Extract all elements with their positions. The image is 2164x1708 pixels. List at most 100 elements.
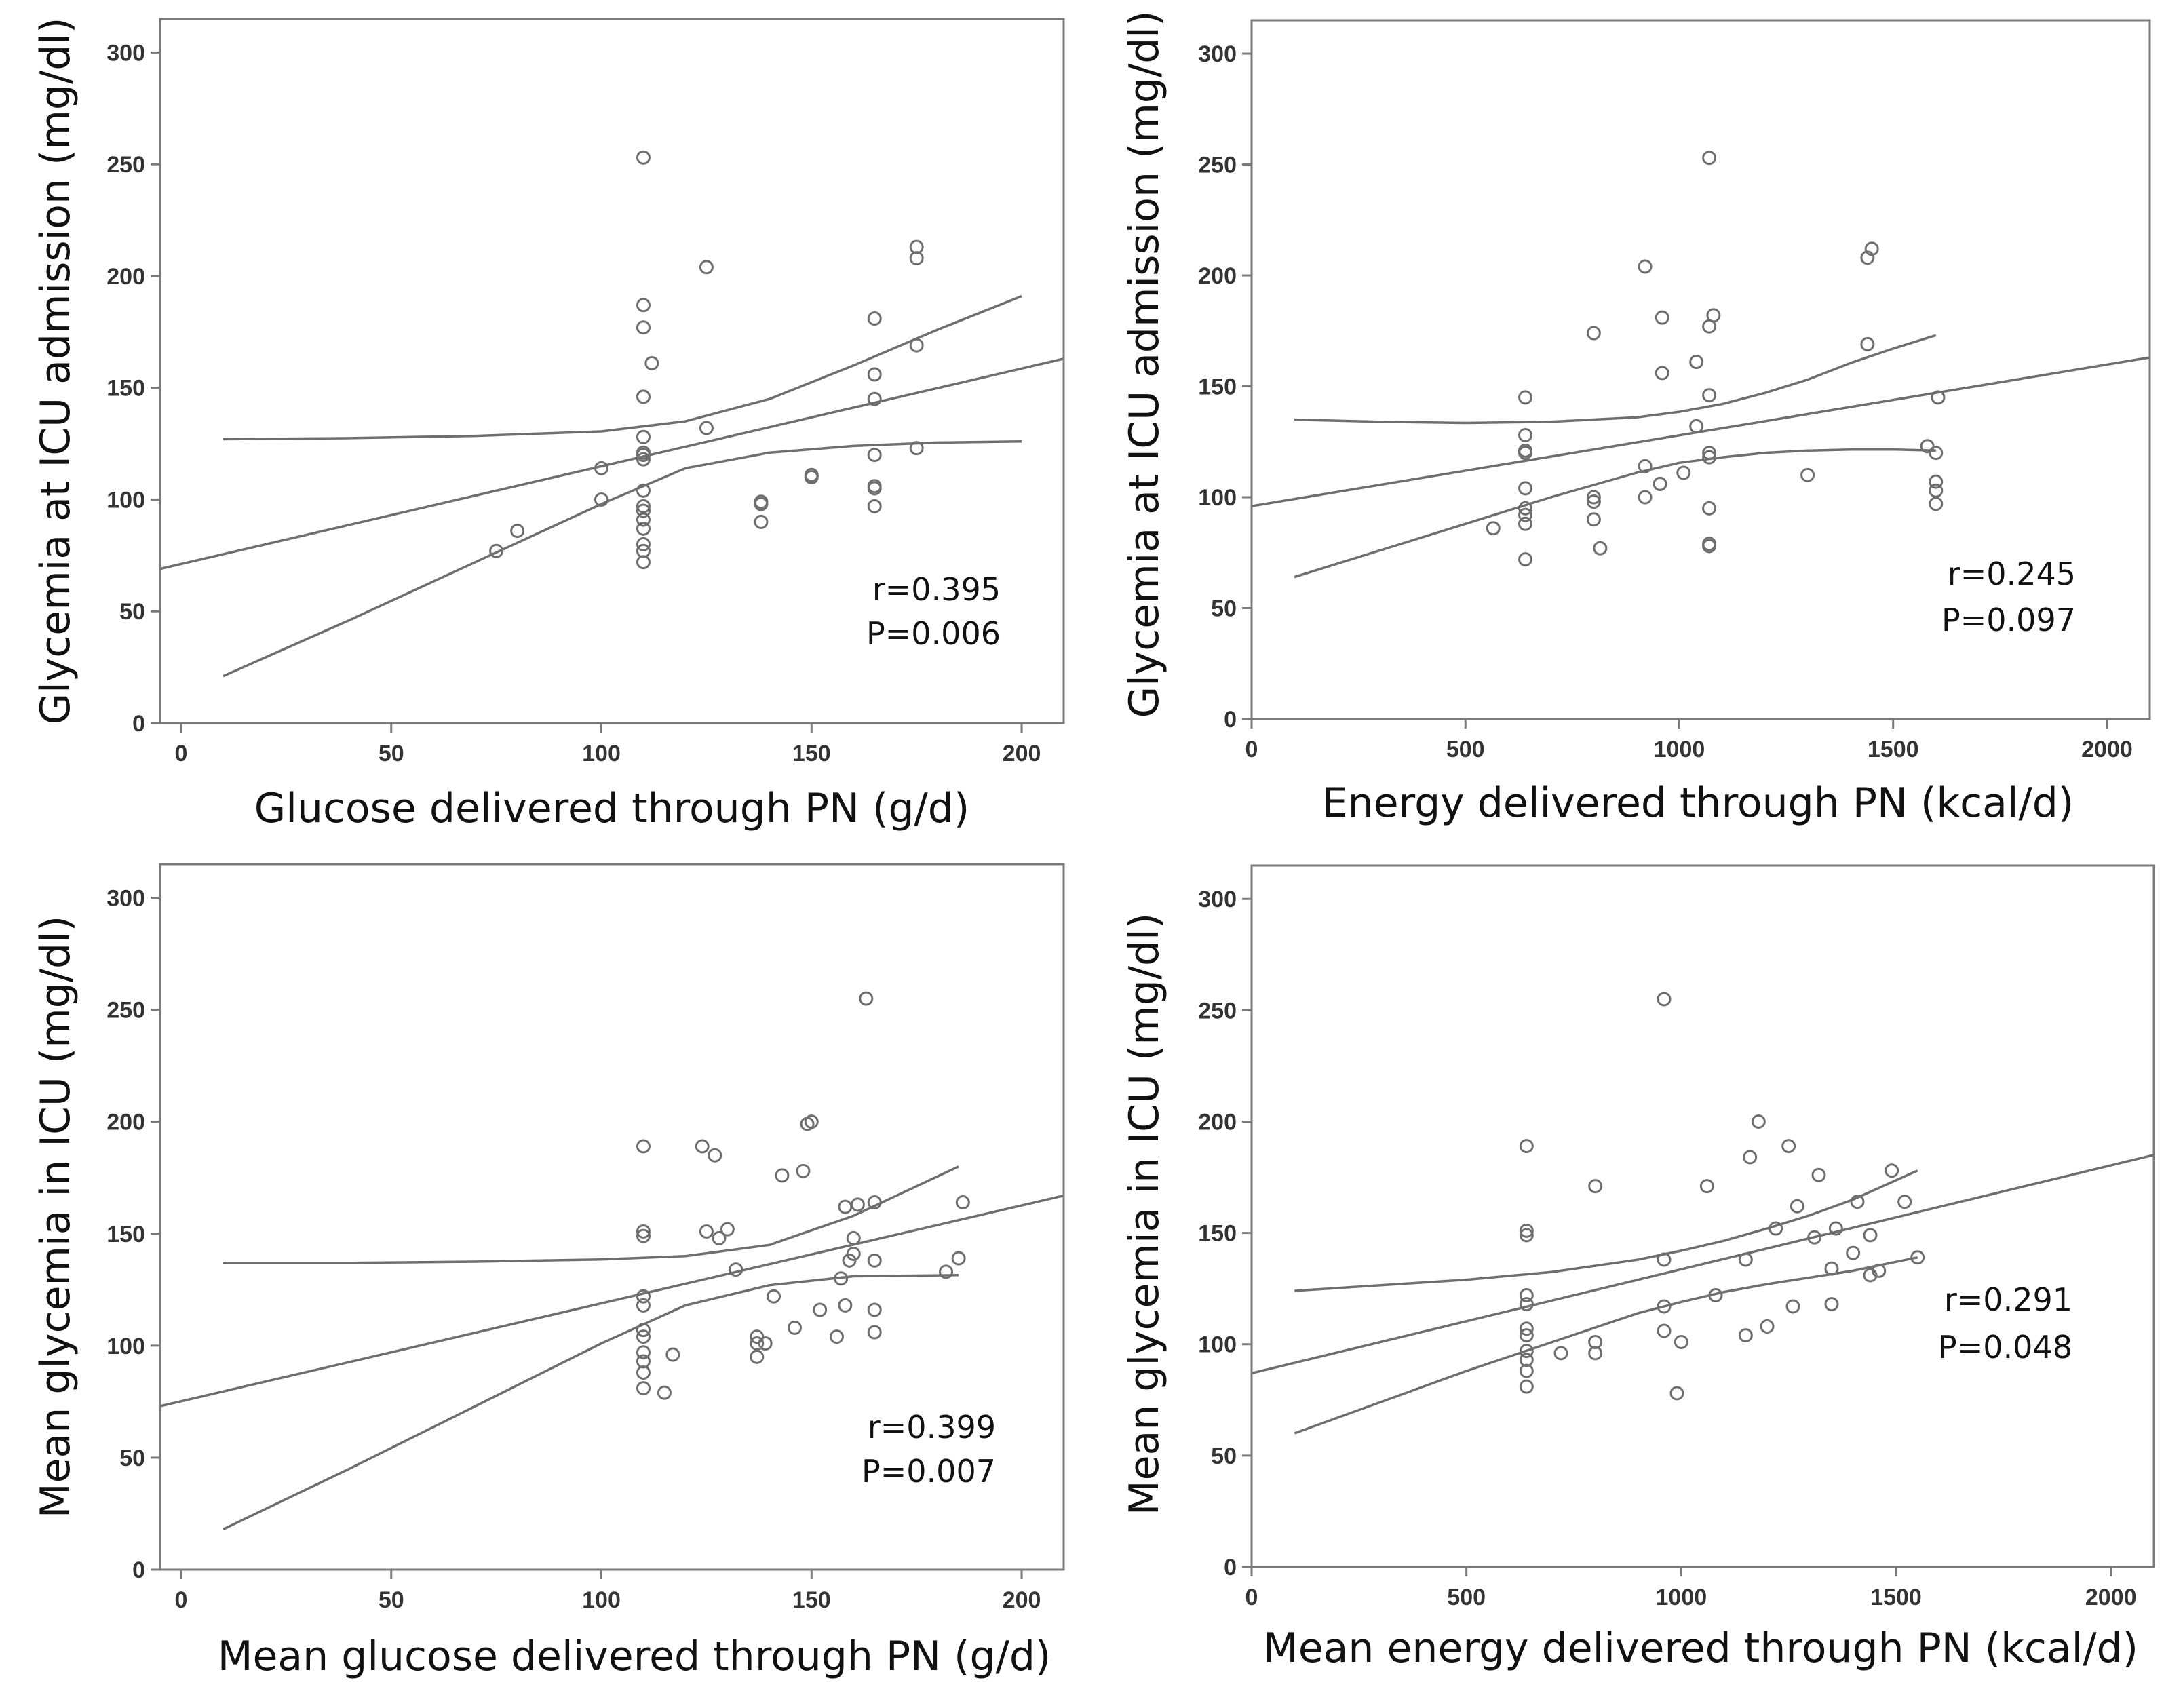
data-point (787, 1320, 802, 1335)
plot-frame (159, 18, 1065, 724)
data-point (636, 320, 651, 335)
data-point (867, 1325, 882, 1340)
data-point (1864, 241, 1879, 256)
data-point (1885, 1163, 1899, 1178)
data-point (1828, 1221, 1843, 1236)
data-point (1519, 1379, 1534, 1394)
axes: 0 500 1000 1500 2000 0 50 100 150 200 250 300 (1198, 864, 2155, 1610)
x-axis-label: Mean energy delivered through PN (kcal/d… (1263, 1625, 2138, 1672)
data-point (1929, 474, 1944, 489)
confidence-lines (1294, 334, 1937, 579)
data-point (1657, 992, 1672, 1007)
data-point (720, 1222, 735, 1237)
scatter-chart-mean-glucose: 0 50 100 150 200 0 50 100 150 200 250 300 Mean gluc… (32, 863, 1065, 1680)
x-axis-label: Mean glucose delivered through PN (g/d) (218, 1633, 1051, 1680)
correlation-r: r=0.291 (1944, 1281, 2072, 1318)
data-point (708, 1148, 722, 1163)
confidence-lines (223, 294, 1022, 678)
data-point (867, 1302, 882, 1317)
data-point (1708, 1288, 1723, 1303)
data-point (1702, 446, 1717, 461)
data-point (1518, 481, 1533, 496)
data-point (636, 429, 651, 444)
data-point (657, 1385, 672, 1400)
x-tick-label: 200 (1003, 1587, 1041, 1613)
data-point (636, 521, 651, 536)
data-point (1519, 1139, 1534, 1154)
data-point (1860, 250, 1875, 265)
y-tick-label: 100 (107, 1334, 145, 1359)
data-point (758, 1336, 773, 1351)
data-point (489, 543, 504, 558)
x-tick-label: 50 (379, 741, 404, 766)
data-point (1519, 1223, 1534, 1238)
y-tick-label: 300 (1198, 887, 1237, 912)
data-point (1702, 537, 1717, 551)
data-point (1676, 465, 1691, 480)
scatter-chart-admission-energy: 0 500 1000 1500 2000 0 50 100 150 200 250 300 Energ… (1121, 11, 2151, 827)
data-point (1850, 1195, 1865, 1209)
data-point (699, 421, 714, 435)
data-point (867, 391, 882, 406)
scatter-chart-admission-glucose: 0 50 100 150 200 0 50 100 150 200 250 300 Glucose d… (32, 18, 1065, 832)
data-point (1785, 1299, 1800, 1314)
data-point (636, 445, 651, 460)
data-point (1518, 443, 1533, 458)
data-point (1824, 1297, 1839, 1312)
data-point (1807, 1230, 1822, 1245)
data-point (1586, 512, 1601, 527)
data-point (636, 452, 651, 467)
x-axis-label: Glucose delivered through PN (g/d) (254, 785, 969, 832)
data-point (1699, 1179, 1714, 1194)
x-tick-label: 500 (1446, 737, 1485, 762)
data-point (867, 311, 882, 326)
ci-upper-curve (1294, 1169, 1918, 1292)
data-point (636, 1228, 651, 1243)
x-tick-label: 200 (1003, 741, 1041, 766)
p-value: P=0.048 (1938, 1329, 2072, 1365)
plot-frame (1250, 864, 2155, 1568)
data-points (1519, 992, 1925, 1401)
data-point (1486, 521, 1501, 536)
data-point (1638, 490, 1653, 505)
data-point (1800, 467, 1815, 482)
data-point (846, 1230, 861, 1245)
data-point (1846, 1245, 1861, 1260)
y-axis-label: Glycemia at ICU admission (mg/dl) (1121, 11, 1168, 718)
axes: 0 500 1000 1500 2000 0 50 100 150 200 250 300 (1198, 19, 2151, 762)
p-value: P=0.007 (862, 1453, 996, 1490)
y-tick-label: 150 (107, 1222, 145, 1247)
data-point (1519, 1328, 1534, 1343)
y-axis-label: Mean glycemia in ICU (mg/dl) (32, 916, 79, 1518)
x-tick-label: 2000 (2081, 737, 2133, 762)
x-tick-label: 1000 (1654, 737, 1705, 762)
data-point (1519, 1228, 1534, 1243)
data-point (1929, 483, 1944, 498)
data-point (636, 1298, 651, 1313)
data-point (1743, 1150, 1758, 1165)
x-tick-label: 100 (582, 741, 621, 766)
data-point (909, 239, 924, 254)
data-point (1593, 541, 1608, 556)
data-point (1702, 501, 1717, 516)
data-point (859, 991, 874, 1006)
ci-upper-curve (223, 294, 1022, 441)
data-point (867, 1253, 882, 1268)
data-point (804, 1114, 819, 1129)
y-tick-label: 150 (1198, 1221, 1237, 1247)
data-point (1910, 1250, 1925, 1265)
x-tick-label: 50 (379, 1587, 404, 1613)
y-tick-label: 200 (107, 264, 145, 290)
data-point (1518, 427, 1533, 442)
data-point (1586, 490, 1601, 505)
data-point (636, 512, 651, 527)
data-point (1824, 1261, 1839, 1276)
regression-line-group (1251, 1154, 2155, 1375)
data-point (867, 499, 882, 513)
data-point (951, 1251, 966, 1266)
chart-panel-admission-glucose: 0 50 100 150 200 0 50 100 150 200 250 300 Glucose d… (0, 0, 1082, 848)
data-point (1860, 336, 1875, 351)
data-point (1638, 459, 1653, 473)
data-point (1931, 390, 1946, 405)
data-point (636, 1354, 651, 1369)
